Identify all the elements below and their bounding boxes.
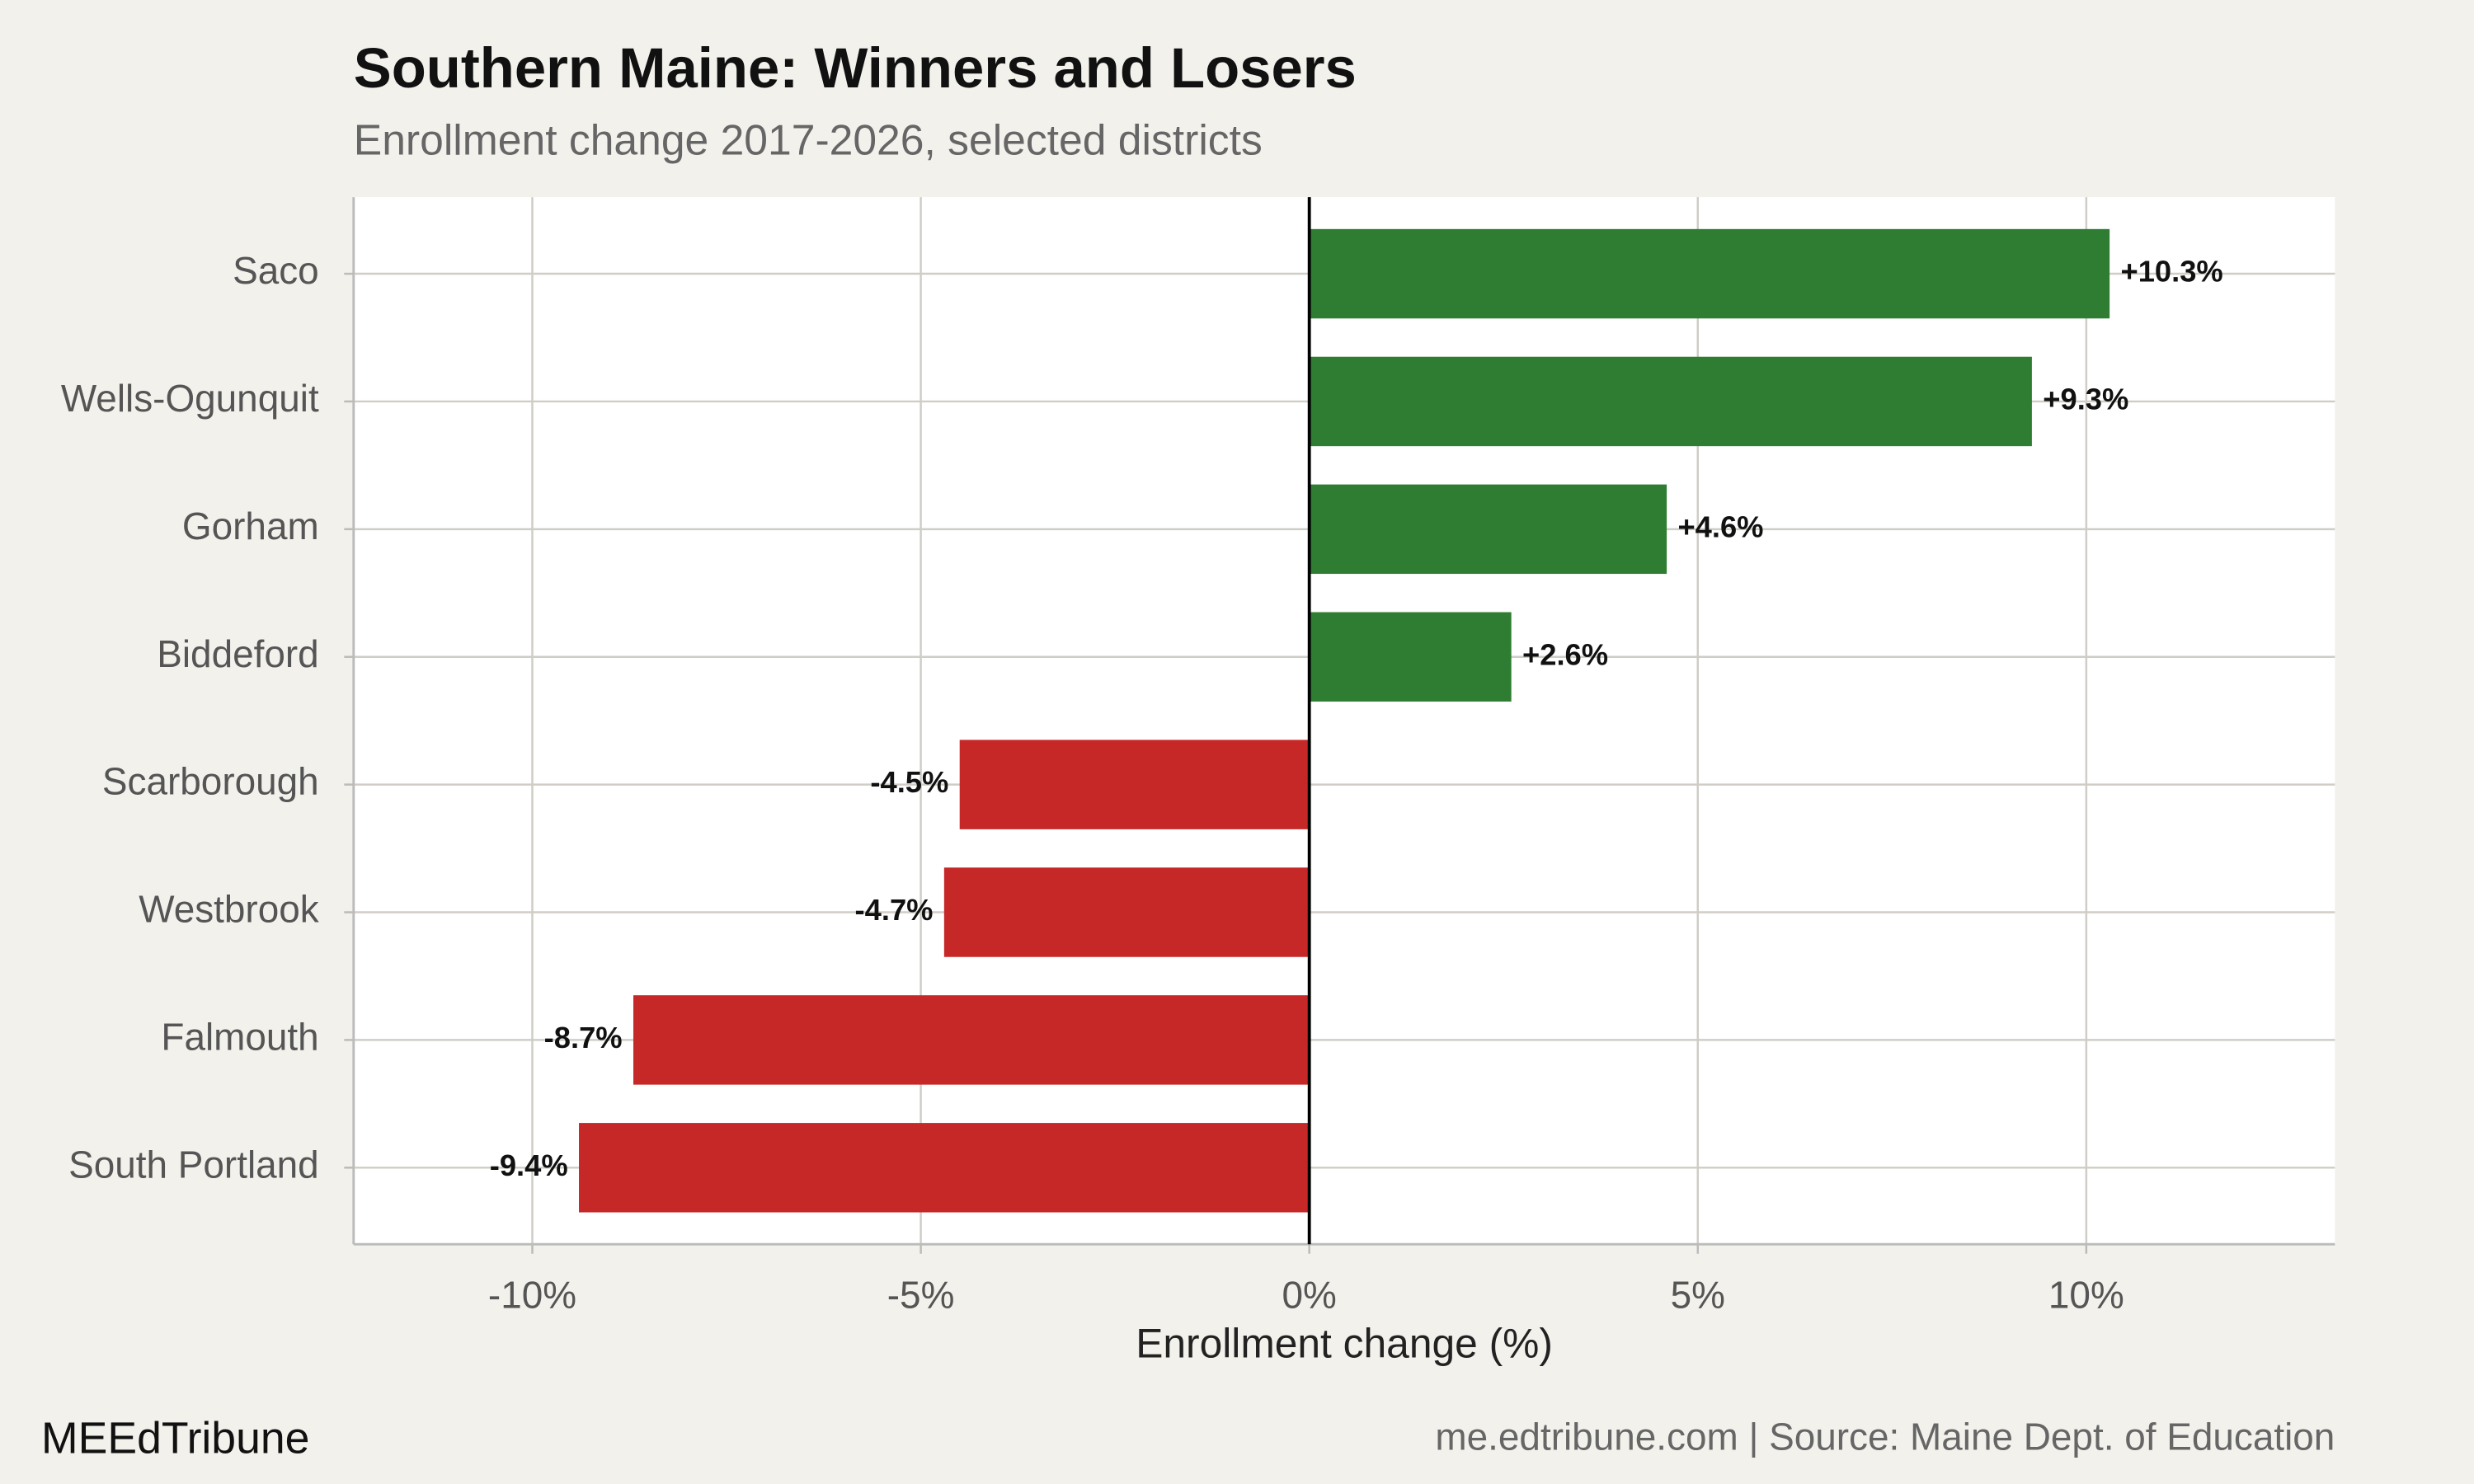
- bar: [1309, 228, 2110, 319]
- y-tick-label: Westbrook: [139, 888, 320, 931]
- y-tick-label: South Portland: [68, 1143, 319, 1186]
- y-tick-label: Wells-Ogunquit: [61, 377, 319, 420]
- value-label: +9.3%: [2043, 383, 2128, 416]
- y-tick-label: Scarborough: [102, 760, 319, 803]
- x-tick-label: 5%: [1671, 1273, 1725, 1316]
- chart-title: Southern Maine: Winners and Losers: [354, 36, 1357, 100]
- value-label: -4.5%: [870, 765, 948, 799]
- x-tick-label: 0%: [1282, 1273, 1337, 1316]
- value-label: +4.6%: [1677, 510, 1763, 543]
- chart-subtitle: Enrollment change 2017-2026, selected di…: [354, 116, 1263, 164]
- plot-panel: [353, 197, 2335, 1245]
- value-label: -4.7%: [855, 893, 934, 927]
- source-note: me.edtribune.com | Source: Maine Dept. o…: [1435, 1416, 2335, 1458]
- value-label: +10.3%: [2121, 255, 2223, 289]
- x-tick-label: 10%: [2048, 1273, 2124, 1316]
- y-tick-label: Falmouth: [161, 1016, 318, 1059]
- value-label: -8.7%: [544, 1021, 623, 1054]
- y-tick-label: Biddeford: [157, 632, 318, 675]
- y-tick-label: Gorham: [182, 505, 319, 547]
- bar: [943, 867, 1310, 957]
- bar: [1309, 484, 1667, 575]
- value-label: +2.6%: [1522, 637, 1608, 671]
- bar: [1309, 356, 2032, 447]
- bar: [1309, 612, 1512, 702]
- brand: MEEdTribune: [41, 1414, 309, 1463]
- x-tick-label: -10%: [488, 1273, 576, 1316]
- y-tick-label: Saco: [233, 249, 319, 292]
- x-axis-label: Enrollment change (%): [1136, 1321, 1553, 1367]
- bar: [633, 995, 1310, 1085]
- x-tick-label: -5%: [887, 1273, 955, 1316]
- bar: [959, 740, 1310, 829]
- value-label: -9.4%: [490, 1148, 568, 1182]
- bar: [579, 1123, 1310, 1213]
